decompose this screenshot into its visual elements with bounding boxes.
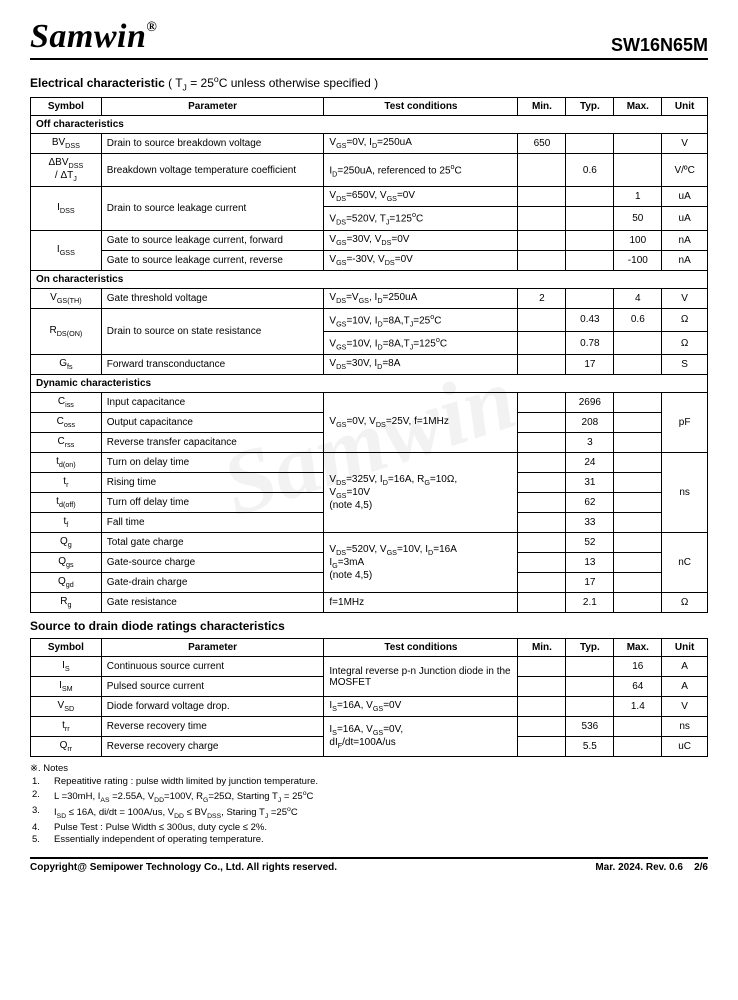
table-row: td(on) Turn on delay time VDS=325V, ID=1…: [31, 453, 708, 473]
footer-revision: Mar. 2024. Rev. 0.6: [595, 862, 683, 873]
notes-section: ※. Notes 1.Repeatitive rating : pulse wi…: [30, 763, 708, 847]
table-row: Qg Total gate charge VDS=520V, VGS=10V, …: [31, 533, 708, 553]
table-row: Gate to source leakage current, reverse …: [31, 250, 708, 270]
note-item: 1.Repeatitive rating : pulse width limit…: [54, 776, 708, 789]
page-header: Samwin® SW16N65M: [30, 18, 708, 60]
table-row: IS Continuous source current Integral re…: [31, 657, 708, 677]
table-row: BVDSS Drain to source breakdown voltage …: [31, 134, 708, 154]
note-item: 2.L =30mH, IAS =2.55A, VDD=100V, RG=25Ω,…: [54, 789, 708, 805]
table-row: ΔBVDSS/ ΔTJ Breakdown voltage temperatur…: [31, 154, 708, 187]
part-number: SW16N65M: [611, 35, 708, 56]
table-row: IGSS Gate to source leakage current, for…: [31, 230, 708, 250]
table-row: VGS(TH) Gate threshold voltage VDS=VGS, …: [31, 288, 708, 308]
section-title-electrical: Electrical characteristic ( TJ = 25oC un…: [30, 74, 708, 92]
section-dyn: Dynamic characteristics: [31, 375, 708, 393]
footer-copyright: Copyright@ Semipower Technology Co., Ltd…: [30, 862, 337, 873]
note-item: 3.ISD ≤ 16A, di/dt = 100A/us, VDD ≤ BVDS…: [54, 805, 708, 821]
table-row: Gfs Forward transconductance VDS=30V, ID…: [31, 355, 708, 375]
note-item: 5.Essentially independent of operating t…: [54, 834, 708, 847]
table-row: VSD Diode forward voltage drop. IS=16A, …: [31, 697, 708, 717]
section-on: On characteristics: [31, 270, 708, 288]
section-off: Off characteristics: [31, 116, 708, 134]
brand-logo: Samwin®: [30, 18, 157, 56]
page-footer: Copyright@ Semipower Technology Co., Ltd…: [30, 857, 708, 873]
note-item: 4.Pulse Test : Pulse Width ≤ 300us, duty…: [54, 822, 708, 835]
table-row: trr Reverse recovery time IS=16A, VGS=0V…: [31, 717, 708, 737]
table-row: Rg Gate resistance f=1MHz 2.1Ω: [31, 593, 708, 613]
diode-characteristics-table: SymbolParameterTest conditions Min.Typ.M…: [30, 638, 708, 757]
table-header-row: SymbolParameterTest conditions Min.Typ.M…: [31, 98, 708, 116]
table-row: IDSS Drain to source leakage current VDS…: [31, 187, 708, 207]
table-row: Ciss Input capacitance VGS=0V, VDS=25V, …: [31, 393, 708, 413]
footer-page-number: 2/6: [694, 862, 708, 873]
electrical-characteristics-table: SymbolParameterTest conditions Min.Typ.M…: [30, 97, 708, 613]
table-header-row: SymbolParameterTest conditions Min.Typ.M…: [31, 639, 708, 657]
table-row: RDS(ON) Drain to source on state resista…: [31, 308, 708, 331]
section-title-diode: Source to drain diode ratings characteri…: [30, 619, 708, 633]
